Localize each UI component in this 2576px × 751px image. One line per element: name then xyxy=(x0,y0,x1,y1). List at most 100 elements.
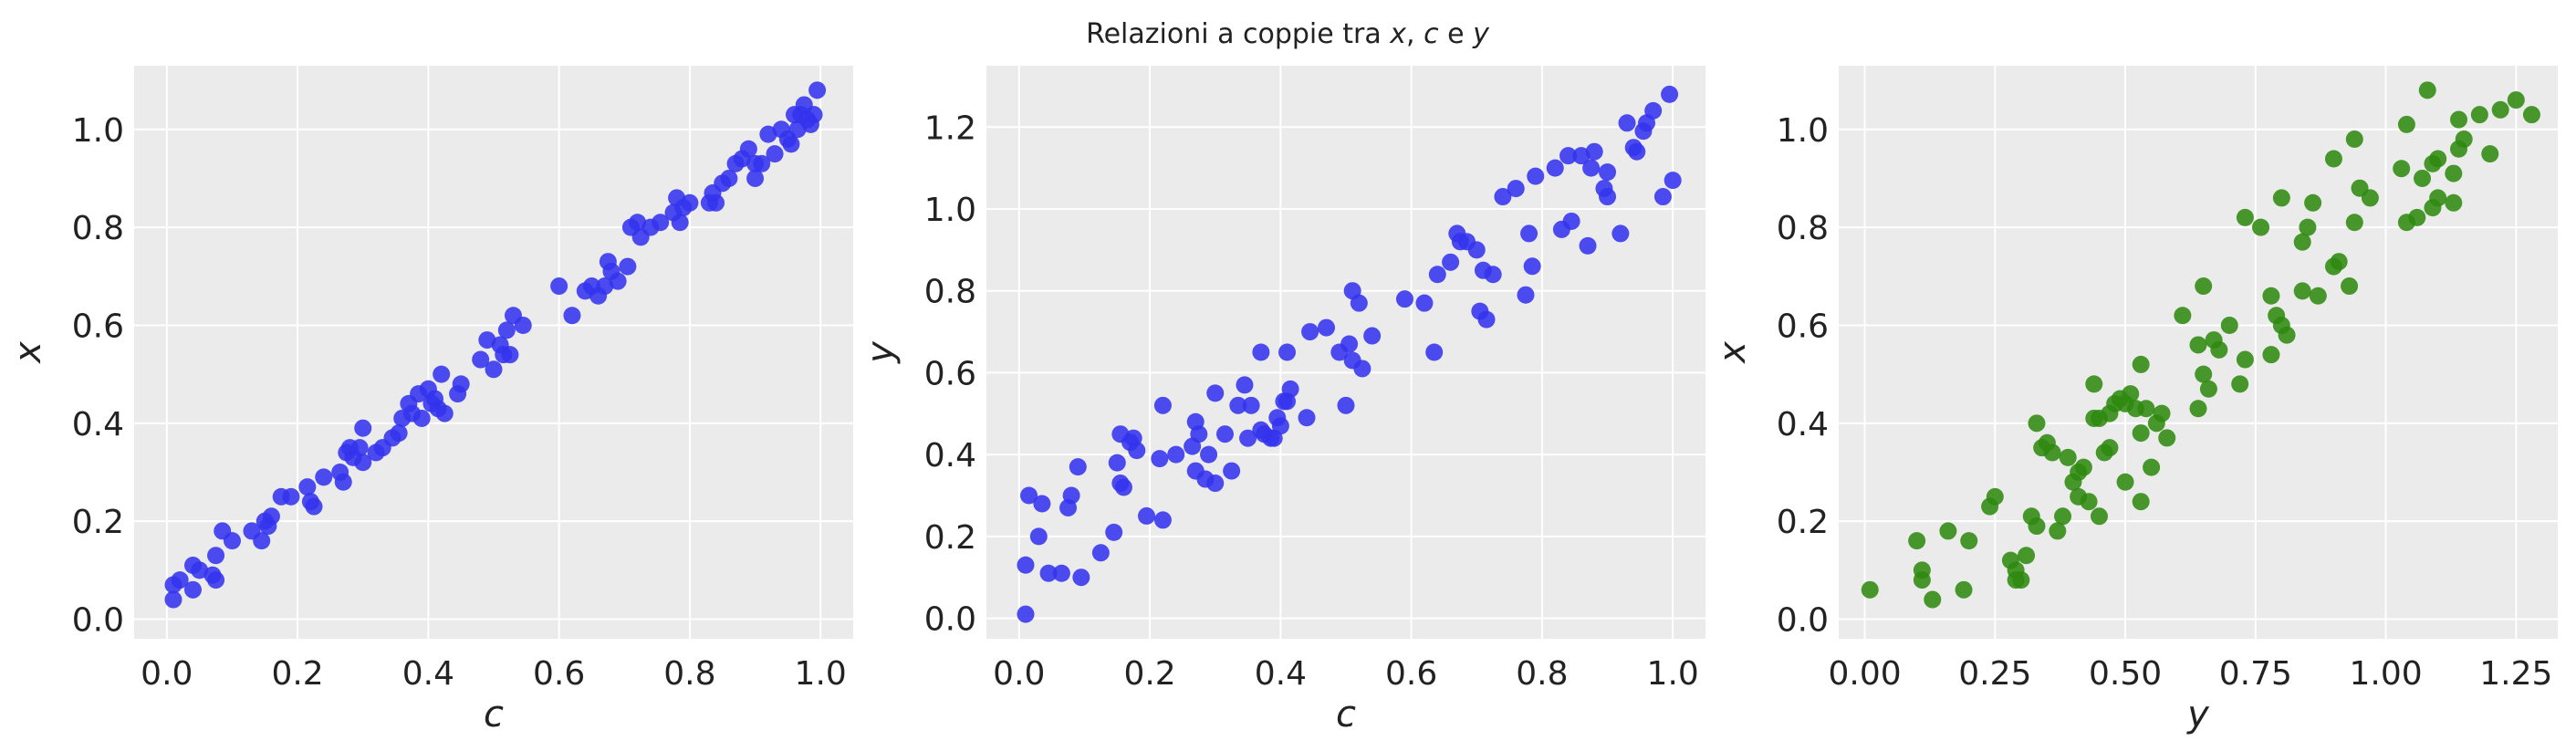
data-point xyxy=(2231,375,2249,393)
data-point xyxy=(2074,458,2092,476)
data-point xyxy=(433,365,451,383)
data-point xyxy=(1520,224,1538,243)
data-point xyxy=(707,193,725,212)
y-tick-label: 0.2 xyxy=(924,519,976,557)
scatter-panel-x-vs-c: 0.0 0.2 0.4 0.6 0.8 1.0 0.0 0.2 0.4 0.6 0.8 1.0 c x xyxy=(7,66,853,735)
data-point xyxy=(2341,277,2359,296)
y-tick-label: 0.8 xyxy=(924,274,976,311)
suptitle-var-x: x xyxy=(1389,18,1406,50)
data-point xyxy=(759,125,777,143)
data-point xyxy=(207,547,225,565)
data-point xyxy=(1467,241,1486,259)
data-point xyxy=(739,140,757,158)
data-point xyxy=(298,478,317,496)
data-point xyxy=(334,473,352,491)
data-point xyxy=(2122,385,2140,403)
data-point xyxy=(1229,396,1247,414)
data-point xyxy=(1242,396,1260,414)
data-point xyxy=(2085,375,2103,393)
data-point xyxy=(164,590,183,609)
y-tick-label: 0.4 xyxy=(72,406,124,443)
data-point xyxy=(485,360,503,379)
data-point xyxy=(1986,487,2004,506)
data-point xyxy=(2132,424,2150,443)
data-point xyxy=(305,497,323,516)
data-point xyxy=(2262,346,2280,364)
data-point xyxy=(2262,287,2280,305)
data-point xyxy=(1425,343,1444,361)
data-point xyxy=(1913,571,1931,589)
data-point xyxy=(2143,458,2161,476)
data-point xyxy=(1428,266,1446,284)
data-point xyxy=(1105,523,1123,541)
data-point xyxy=(2445,193,2463,212)
data-point xyxy=(315,468,333,486)
data-point xyxy=(1052,564,1070,582)
data-point xyxy=(2054,507,2072,526)
x-tick-label: 1.0 xyxy=(795,655,847,693)
data-point xyxy=(2059,448,2077,466)
y-tick-label: 0.6 xyxy=(72,308,124,345)
data-point xyxy=(282,487,300,506)
data-point xyxy=(2220,316,2238,334)
data-point xyxy=(563,307,581,325)
data-point xyxy=(1955,580,1973,599)
data-point xyxy=(2309,287,2327,305)
data-point xyxy=(1442,253,1460,271)
data-point xyxy=(2195,277,2213,296)
data-point xyxy=(2132,493,2150,511)
y-axis-label: y xyxy=(860,340,902,364)
data-point xyxy=(1350,294,1368,312)
data-point xyxy=(2522,106,2540,124)
data-point xyxy=(1337,396,1355,414)
x-tick-label: 0.75 xyxy=(2219,655,2292,693)
suptitle-var-c: c xyxy=(1424,18,1439,50)
data-point xyxy=(1494,188,1512,206)
data-point xyxy=(253,532,271,550)
data-point xyxy=(550,277,568,296)
data-point xyxy=(2470,106,2488,124)
data-point xyxy=(1029,527,1048,546)
x-tick-label: 1.00 xyxy=(2349,655,2422,693)
data-point xyxy=(2043,443,2061,462)
x-tick-label: 0.2 xyxy=(271,655,323,693)
data-point xyxy=(191,561,209,579)
data-point xyxy=(2199,380,2217,398)
data-point xyxy=(1091,544,1110,562)
data-point xyxy=(720,169,738,187)
data-point xyxy=(2330,253,2348,271)
data-point xyxy=(262,507,280,526)
data-point xyxy=(1960,532,1978,550)
data-point xyxy=(1223,462,1241,480)
data-point xyxy=(596,277,614,296)
data-point xyxy=(501,346,519,364)
data-point xyxy=(1301,323,1319,341)
x-tick-label: 0.6 xyxy=(533,655,585,693)
data-point xyxy=(1611,224,1630,243)
data-point xyxy=(183,580,202,599)
data-point xyxy=(1153,511,1172,529)
data-point xyxy=(1108,454,1126,472)
data-point xyxy=(1190,425,1208,443)
data-point xyxy=(1663,172,1682,190)
data-point xyxy=(1572,147,1590,165)
x-tick-label: 0.2 xyxy=(1123,655,1175,693)
data-point xyxy=(1151,450,1169,468)
data-point xyxy=(2507,91,2525,110)
data-point xyxy=(354,454,372,472)
data-point xyxy=(2429,189,2447,207)
data-point xyxy=(2414,169,2432,187)
data-point xyxy=(2361,189,2379,207)
data-point xyxy=(1353,360,1371,378)
data-point xyxy=(478,331,496,349)
x-axis-label: c xyxy=(484,694,504,735)
data-point xyxy=(2195,365,2213,383)
data-point xyxy=(1340,335,1359,353)
data-point xyxy=(2445,164,2463,183)
y-tick-label: 1.0 xyxy=(924,192,976,229)
x-tick-label: 0.6 xyxy=(1385,655,1437,693)
data-point xyxy=(207,571,225,589)
data-point xyxy=(1128,442,1146,460)
data-point xyxy=(1017,556,1035,574)
